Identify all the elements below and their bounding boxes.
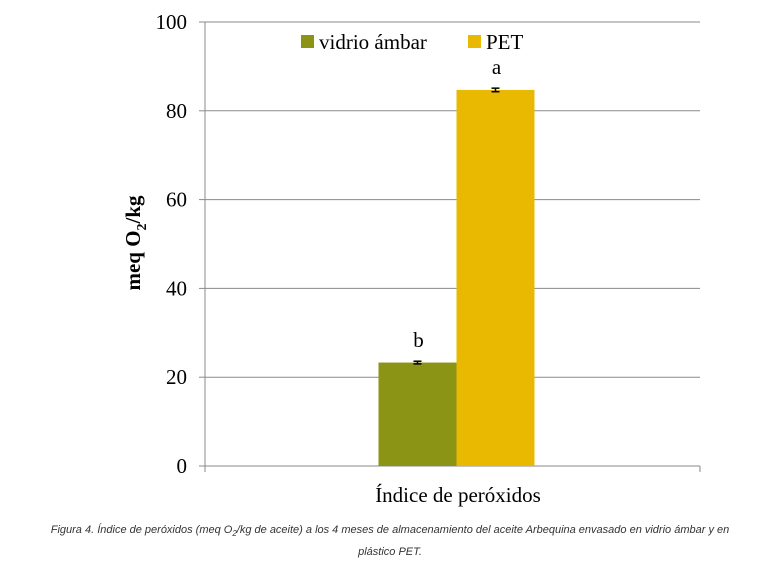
legend-label: vidrio ámbar <box>319 30 427 54</box>
y-tick-label: 0 <box>177 454 188 478</box>
bars: ba <box>378 55 535 466</box>
legend-label: PET <box>486 30 524 54</box>
legend: vidrio ámbar PET <box>301 30 524 54</box>
figure-caption: Figura 4. Índice de peróxidos (meq O2/kg… <box>50 524 730 559</box>
bar-significance-label: b <box>413 328 424 352</box>
y-tick-label: 20 <box>166 365 187 389</box>
y-tick-label: 60 <box>166 188 187 212</box>
bar-0 <box>378 362 457 466</box>
bar-significance-label: a <box>492 55 502 79</box>
y-axis-label: meq O2/kg <box>121 195 150 291</box>
y-tick-label: 100 <box>156 10 188 34</box>
y-tick-label: 40 <box>166 276 187 300</box>
legend-swatch <box>468 35 481 48</box>
legend-swatch <box>301 35 314 48</box>
x-category-label: Índice de peróxidos <box>375 483 541 507</box>
bar-1 <box>456 89 535 466</box>
y-tick-label: 80 <box>166 99 187 123</box>
y-tick-labels: 0 20 40 60 80 100 <box>156 10 188 478</box>
grid-lines <box>199 21 701 472</box>
